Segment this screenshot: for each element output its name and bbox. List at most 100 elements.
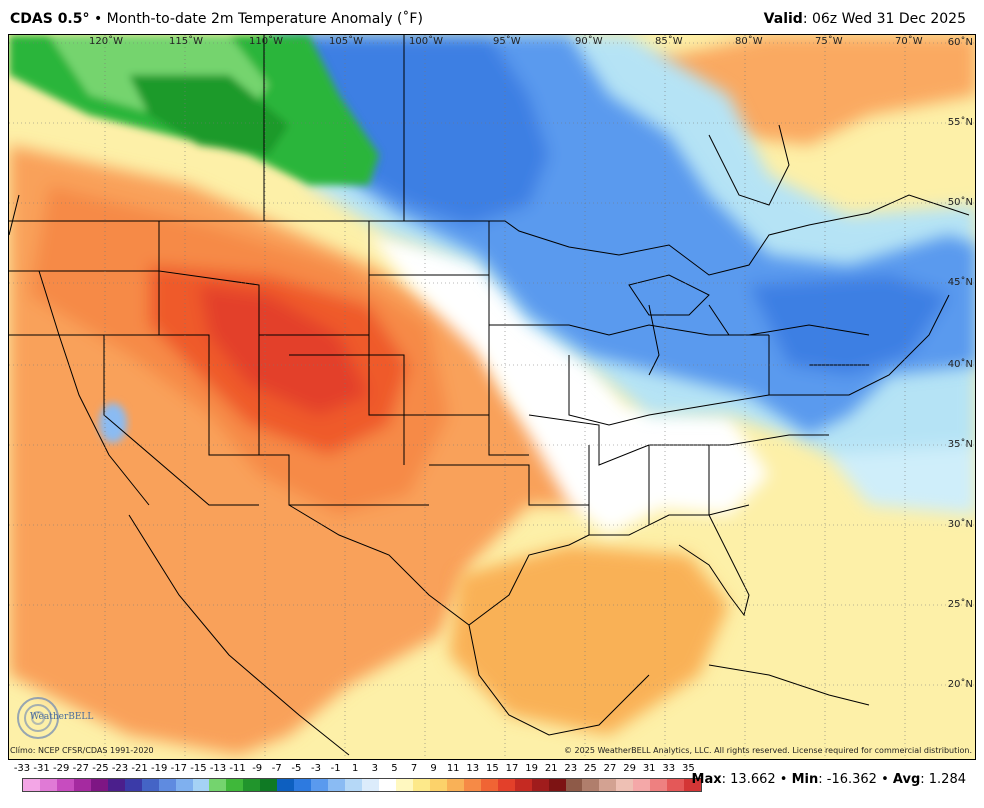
min-label: Min	[791, 772, 819, 787]
colorbar-cell	[633, 779, 651, 791]
colorbar-label: 19	[525, 763, 538, 774]
colorbar-label: 13	[466, 763, 480, 774]
colorbar-label: -27	[72, 763, 89, 774]
colorbar-cell	[429, 779, 447, 791]
stats-separator: •	[775, 772, 792, 787]
colorbar-label: -19	[151, 763, 168, 774]
colorbar-cell	[56, 779, 74, 791]
gulf-warm-field	[449, 35, 975, 735]
lon-label-80w: 80˚W	[735, 36, 763, 47]
lon-label-100w: 100˚W	[409, 36, 443, 47]
anomaly-map	[9, 35, 975, 759]
colorbar-label: 31	[642, 763, 656, 774]
colorbar-cell	[684, 779, 702, 791]
lat-label-35n: 35˚N	[947, 439, 973, 450]
avg-value: : 1.284	[920, 772, 966, 787]
colorbar-cell	[226, 779, 244, 791]
colorbar-cell	[446, 779, 464, 791]
degree-symbol: °	[82, 11, 90, 27]
colorbar-cell	[514, 779, 532, 791]
colorbar-label: 33	[662, 763, 676, 774]
colorbar-label: 23	[564, 763, 578, 774]
colorbar-cell	[345, 779, 363, 791]
colorbar-cell	[531, 779, 549, 791]
colorbar-label: -33	[13, 763, 31, 774]
lat-label-40n: 40˚N	[947, 359, 973, 370]
colorbar-cell	[616, 779, 634, 791]
colorbar-label: 9	[430, 763, 437, 774]
colorbar-label: -29	[53, 763, 70, 774]
lon-label-95w: 95˚W	[493, 36, 521, 47]
weatherbell-logo: WeatherBELL	[12, 694, 102, 742]
copyright-note: © 2025 WeatherBELL Analytics, LLC. All r…	[564, 746, 972, 755]
colorbar-cell	[107, 779, 125, 791]
colorbar-label: 25	[584, 763, 597, 774]
coldest-anomaly-field	[9, 35, 379, 185]
colorbar-cell	[294, 779, 312, 791]
colorbar-labels: -33 -31 -29 -27 -25 -23 -21 -19 -17 -15 -13 -11 -9 -7…	[0, 763, 710, 777]
colorbar-cell	[379, 779, 396, 791]
stats-separator: •	[876, 772, 893, 787]
max-label: Max	[691, 772, 722, 787]
colorbar-cell	[311, 779, 329, 791]
colorbar-label: 21	[544, 763, 558, 774]
colorbar-cell	[124, 779, 142, 791]
colorbar-cell	[599, 779, 617, 791]
colorbar-cell	[667, 779, 685, 791]
colorbar-label: -17	[170, 763, 187, 774]
colorbar-label: 7	[410, 763, 418, 774]
lon-label-105w: 105˚W	[329, 36, 363, 47]
colorbar-cell	[39, 779, 57, 791]
colorbar-label: -21	[131, 763, 148, 774]
lat-label-55n: 55˚N	[947, 117, 973, 128]
colorbar-label: 27	[603, 763, 617, 774]
colorbar-label: 17	[505, 763, 519, 774]
colorbar	[22, 778, 702, 792]
graticule	[9, 35, 975, 759]
lon-label-110w: 110˚W	[249, 36, 283, 47]
valid-value: : 06z Wed 31 Dec 2025	[802, 11, 966, 27]
lat-label-60n: 60˚N	[947, 37, 973, 48]
stats-summary: Max: 13.662 • Min: -16.362 • Avg: 1.284	[692, 772, 966, 787]
lon-label-120w: 120˚W	[89, 36, 123, 47]
lat-label-45n: 45˚N	[947, 277, 973, 288]
avg-label: Avg	[892, 772, 921, 787]
colorbar-cell	[23, 779, 40, 791]
colorbar-label: -1	[330, 763, 341, 774]
colorbar-label: -15	[190, 763, 207, 774]
colorbar-cell	[243, 779, 261, 791]
map-frame[interactable]: 120˚W 115˚W 110˚W 105˚W 100˚W 95˚W 90˚W …	[8, 34, 976, 760]
climo-note: Clímo: NCEP CFSR/CDAS 1991-2020	[10, 746, 154, 755]
colorbar-label: 35	[682, 763, 695, 774]
colorbar-cell	[582, 779, 600, 791]
colorbar-cell	[565, 779, 583, 791]
colorbar-label: 29	[623, 763, 636, 774]
colorbar-cell	[548, 779, 566, 791]
valid-time: Valid: 06z Wed 31 Dec 2025	[764, 11, 966, 27]
lon-label-85w: 85˚W	[655, 36, 683, 47]
colorbar-cell	[260, 779, 278, 791]
colorbar-label: 11	[446, 763, 460, 774]
cold-anomaly-field	[269, 35, 975, 435]
colorbar-cell	[395, 779, 413, 791]
colorbar-cell	[141, 779, 159, 791]
min-value: : -16.362	[818, 772, 877, 787]
colorbar-label: -31	[33, 763, 50, 774]
lon-label-90w: 90˚W	[575, 36, 603, 47]
warm-anomaly-field	[9, 145, 589, 755]
colorbar-cell	[73, 779, 91, 791]
colorbar-cell	[209, 779, 227, 791]
colorbar-cell	[480, 779, 498, 791]
map-title: CDAS 0.5° • Month-to-date 2m Temperature…	[10, 11, 423, 27]
colorbar-label: 5	[391, 763, 398, 774]
colorbar-label: 3	[371, 763, 378, 774]
colorbar-cell	[175, 779, 193, 791]
lon-label-70w: 70˚W	[895, 36, 923, 47]
colorbar-label: -3	[311, 763, 321, 774]
colorbar-label: -9	[252, 763, 263, 774]
colorbar-cell	[158, 779, 176, 791]
colorbar-label: -13	[209, 763, 227, 774]
max-value: : 13.662	[721, 772, 776, 787]
colorbar-cell	[497, 779, 515, 791]
colorbar-cell	[412, 779, 430, 791]
